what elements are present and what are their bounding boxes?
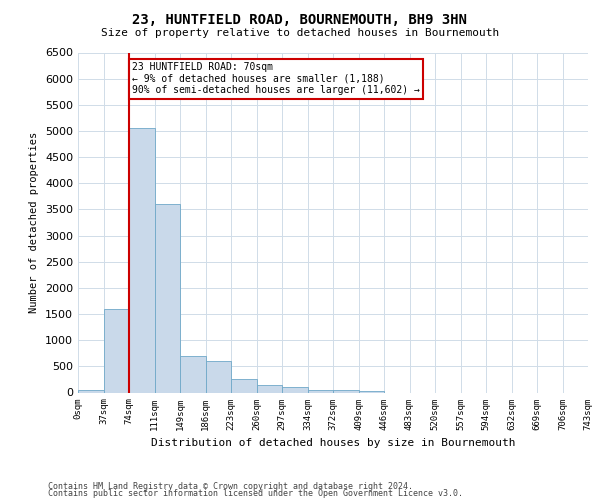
Bar [205, 361, 231, 392]
Bar [104, 309, 129, 392]
Bar [155, 204, 180, 392]
Bar [231, 380, 257, 392]
Text: Size of property relative to detached houses in Bournemouth: Size of property relative to detached ho… [101, 28, 499, 38]
Bar [257, 384, 282, 392]
Text: Contains HM Land Registry data © Crown copyright and database right 2024.: Contains HM Land Registry data © Crown c… [48, 482, 413, 491]
Text: 23, HUNTFIELD ROAD, BOURNEMOUTH, BH9 3HN: 23, HUNTFIELD ROAD, BOURNEMOUTH, BH9 3HN [133, 12, 467, 26]
Text: Contains public sector information licensed under the Open Government Licence v3: Contains public sector information licen… [48, 490, 463, 498]
Bar [282, 388, 308, 392]
Bar [308, 390, 333, 392]
Bar [180, 356, 205, 393]
Text: 23 HUNTFIELD ROAD: 70sqm
← 9% of detached houses are smaller (1,188)
90% of semi: 23 HUNTFIELD ROAD: 70sqm ← 9% of detache… [132, 62, 420, 96]
Y-axis label: Number of detached properties: Number of detached properties [29, 132, 40, 313]
Bar [129, 128, 155, 392]
X-axis label: Distribution of detached houses by size in Bournemouth: Distribution of detached houses by size … [151, 438, 515, 448]
Bar [359, 391, 384, 392]
Bar [333, 390, 359, 392]
Bar [78, 390, 104, 392]
